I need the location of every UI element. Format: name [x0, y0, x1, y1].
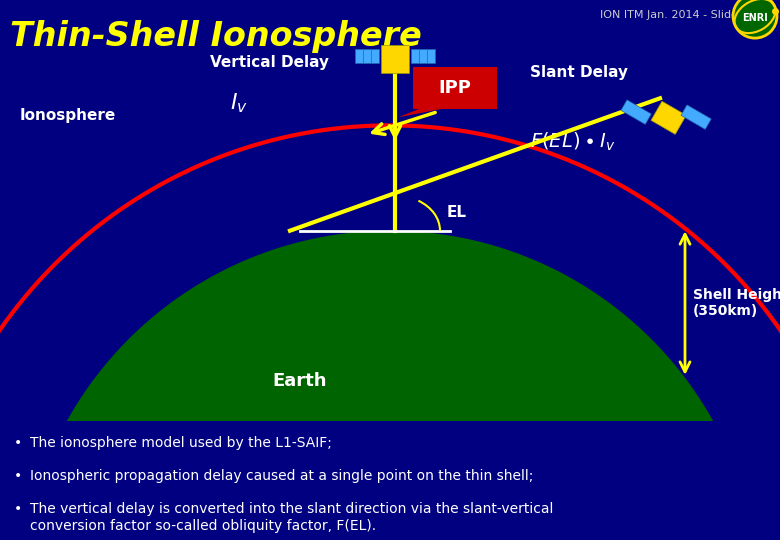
- Text: ENRI: ENRI: [742, 13, 768, 23]
- Polygon shape: [20, 231, 760, 540]
- Text: Ionosphere: Ionosphere: [20, 108, 116, 123]
- Bar: [621, 100, 651, 124]
- Text: Vertical Delay: Vertical Delay: [210, 55, 329, 70]
- Bar: [355, 49, 379, 63]
- Text: $I_v$: $I_v$: [230, 92, 248, 116]
- Text: ION ITM Jan. 2014 - Slide 9: ION ITM Jan. 2014 - Slide 9: [600, 10, 749, 20]
- Text: Slant Delay: Slant Delay: [530, 65, 628, 80]
- Text: Shell Height
(350km): Shell Height (350km): [693, 288, 780, 318]
- Text: EL: EL: [447, 205, 467, 220]
- Text: $F(EL) \bullet I_v$: $F(EL) \bullet I_v$: [530, 130, 615, 153]
- Text: Ionospheric propagation delay caused at a single point on the thin shell;: Ionospheric propagation delay caused at …: [30, 469, 534, 483]
- Bar: [381, 45, 409, 73]
- Text: •: •: [14, 469, 22, 483]
- Text: Earth: Earth: [273, 372, 328, 390]
- Text: •: •: [14, 436, 22, 450]
- Text: Thin-Shell Ionosphere: Thin-Shell Ionosphere: [10, 20, 422, 53]
- Text: •: •: [14, 502, 22, 516]
- Bar: [681, 105, 711, 130]
- Bar: [411, 49, 435, 63]
- Text: IPP: IPP: [438, 79, 471, 97]
- Polygon shape: [398, 107, 450, 117]
- Text: The vertical delay is converted into the slant direction via the slant-vertical
: The vertical delay is converted into the…: [30, 502, 553, 532]
- Text: The ionosphere model used by the L1-SAIF;: The ionosphere model used by the L1-SAIF…: [30, 436, 332, 450]
- Circle shape: [733, 0, 777, 38]
- FancyBboxPatch shape: [413, 67, 497, 109]
- Bar: [651, 101, 686, 134]
